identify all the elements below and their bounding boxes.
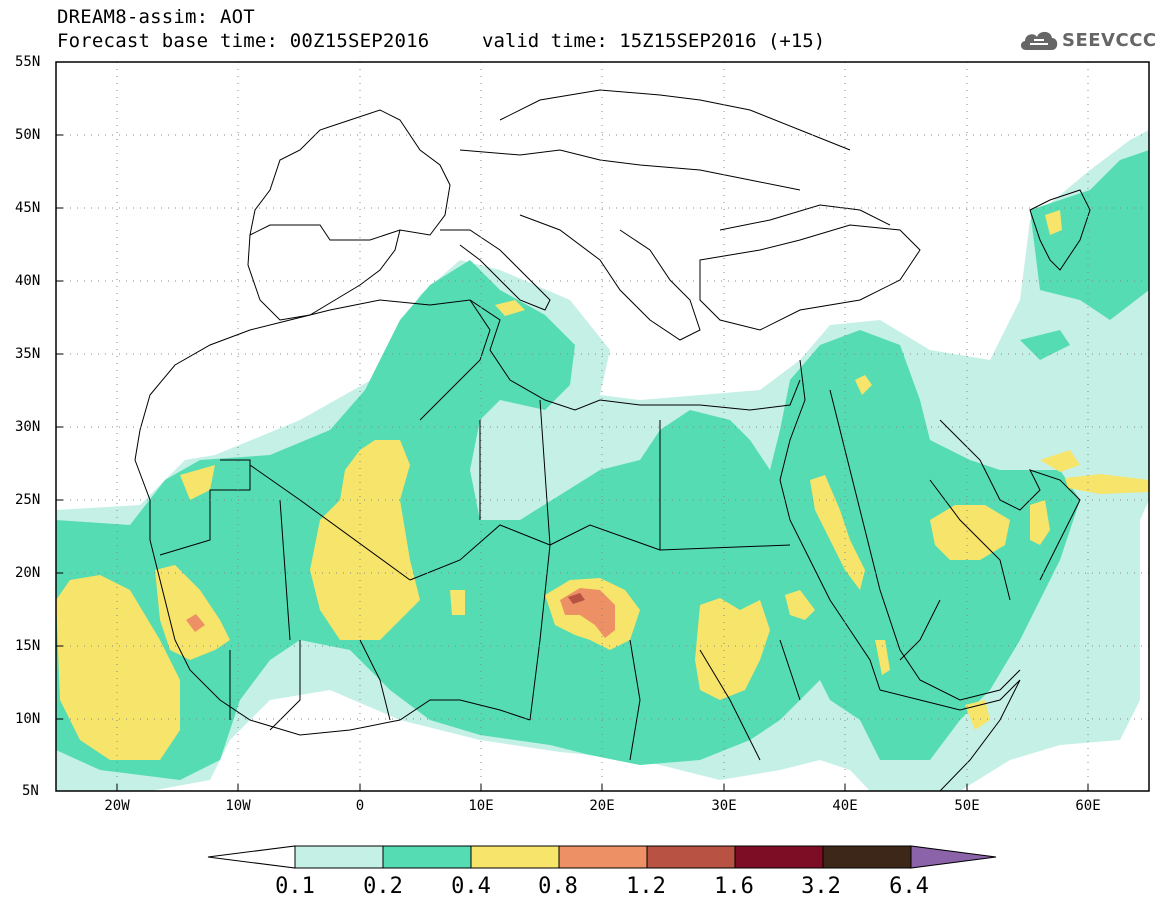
colorbar-label: 0.2 (363, 874, 403, 899)
seevccc-logo: SEEVCCC (1018, 24, 1158, 56)
lat-label: 30N (15, 419, 41, 435)
colorbar-left-arrow (207, 845, 296, 869)
lon-label: 20E (589, 798, 615, 814)
lat-label: 35N (15, 346, 41, 362)
lat-label: 5N (22, 783, 39, 799)
lon-label: 60E (1075, 798, 1101, 814)
colorbar-segment (734, 845, 824, 869)
lat-label: 40N (15, 273, 41, 289)
gridlines (56, 62, 1149, 791)
colorbar-segment (646, 845, 736, 869)
colorbar-label: 0.8 (538, 874, 578, 899)
colorbar-label: 1.6 (714, 874, 754, 899)
lat-label: 25N (15, 492, 41, 508)
lon-label: 10E (468, 798, 494, 814)
lat-label: 45N (15, 200, 41, 216)
logo-text: SEEVCCC (1062, 30, 1157, 51)
colorbar-segment (294, 845, 384, 869)
lat-label: 50N (15, 127, 41, 143)
forecast-base-time: Forecast base time: 00Z15SEP2016 (57, 30, 430, 52)
cloud-icon (1020, 31, 1058, 50)
aot-level-1.2 (568, 593, 585, 604)
colorbar-segment (822, 845, 912, 869)
colorbar-label: 6.4 (889, 874, 929, 899)
aot-field (56, 130, 1149, 791)
colorbar-right-arrow (910, 845, 997, 869)
colorbar (207, 845, 997, 869)
valid-time: valid time: 15Z15SEP2016 (+15) (482, 30, 826, 52)
colorbar-segment (558, 845, 648, 869)
axis-ticks (56, 134, 1089, 791)
colorbar-segment (382, 845, 472, 869)
lon-label: 10W (225, 798, 251, 814)
colorbar-label: 1.2 (626, 874, 666, 899)
colorbar-label: 0.1 (275, 874, 315, 899)
coastlines (134, 89, 1091, 791)
lon-label: 20W (104, 798, 130, 814)
lon-label: 40E (832, 798, 858, 814)
colorbar-segment (470, 845, 560, 869)
lon-label: 50E (954, 798, 980, 814)
colorbar-label: 0.4 (451, 874, 491, 899)
lon-label: 0 (355, 798, 365, 814)
aot-level-0.2 (56, 150, 1149, 780)
lat-label: 55N (15, 54, 41, 70)
lat-label: 20N (15, 565, 41, 581)
lat-label: 10N (15, 711, 41, 727)
lat-label: 15N (15, 638, 41, 654)
colorbar-label: 3.2 (801, 874, 841, 899)
map-title: DREAM8-assim: AOT (57, 6, 255, 28)
lon-label: 30E (711, 798, 737, 814)
